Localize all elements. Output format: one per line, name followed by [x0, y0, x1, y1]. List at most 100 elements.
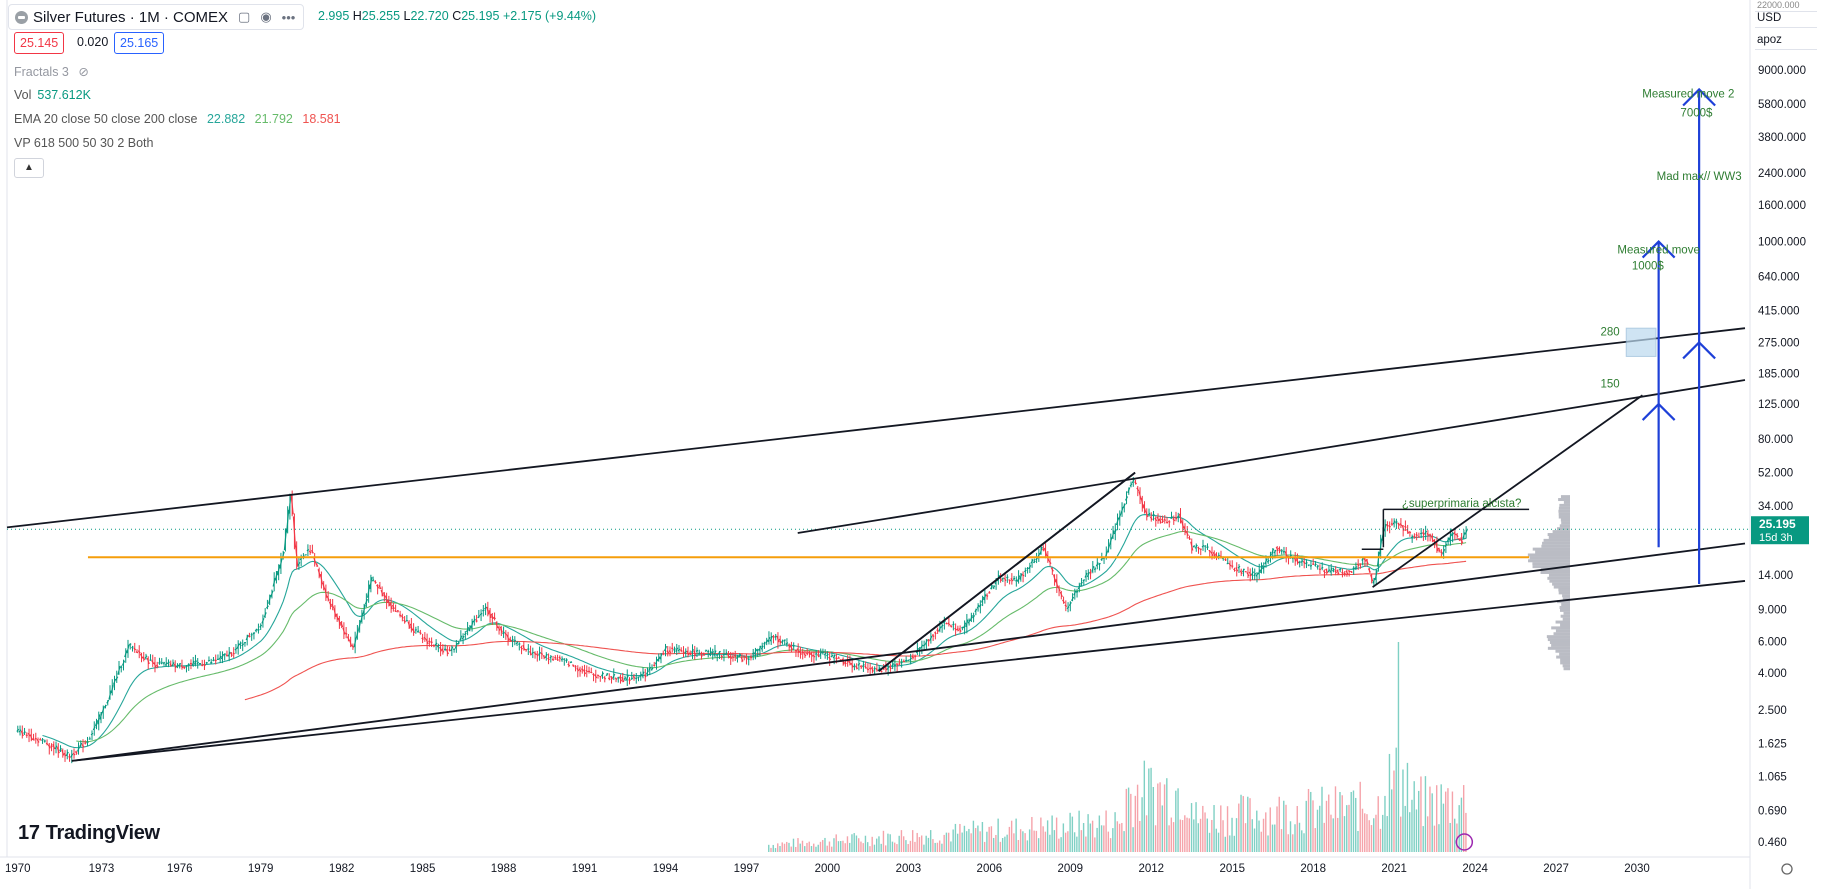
volume-bar: [1285, 804, 1287, 852]
volume-bar: [1235, 818, 1238, 852]
eye-icon[interactable]: ◉: [260, 9, 272, 24]
candle-body: [1271, 548, 1275, 554]
more-icon[interactable]: •••: [281, 9, 296, 25]
y-tick-label: 34.000: [1758, 501, 1793, 513]
volume-profile-bar: [1563, 667, 1570, 671]
candle-body: [508, 638, 512, 642]
candle-body: [1338, 568, 1342, 571]
volume-bar: [792, 838, 795, 852]
candle-body: [978, 604, 982, 608]
eye-off-icon[interactable]: ⊘: [78, 65, 89, 79]
chart-annotation[interactable]: Mad max// WW3: [1657, 171, 1742, 183]
candle-body: [1374, 570, 1378, 581]
ema-legend[interactable]: EMA 20 close 50 close 200 close 22.882 2…: [14, 112, 341, 126]
candle-body: [212, 659, 215, 662]
buy-price-button[interactable]: 25.165: [114, 32, 165, 54]
volume-legend[interactable]: Vol 537.612K: [14, 88, 91, 102]
symbol-title[interactable]: Silver Futures · 1M · COMEX ▢ ◉ •••: [8, 4, 305, 30]
settings-gear-icon[interactable]: [1781, 863, 1793, 875]
chart-annotation[interactable]: 280: [1600, 327, 1619, 339]
candle-body: [643, 674, 647, 678]
candle-body: [371, 579, 375, 582]
candle-body: [704, 649, 708, 652]
candle-body: [185, 665, 188, 668]
chart-annotation[interactable]: 1000$: [1632, 260, 1665, 272]
candle-body: [576, 667, 580, 672]
candle-body: [1077, 584, 1081, 590]
candle-body: [1210, 551, 1214, 557]
volume-bar: [1453, 818, 1456, 852]
candle-body: [463, 632, 467, 636]
candle-body: [39, 738, 42, 741]
y-tick-label: 0.460: [1758, 837, 1787, 849]
y-tick-label: 640.000: [1758, 271, 1800, 283]
chart-annotation[interactable]: Measured move: [1617, 244, 1699, 256]
chart-annotation[interactable]: Measured move 2: [1642, 89, 1734, 101]
volume-bar: [837, 841, 840, 852]
candle-body: [1426, 533, 1430, 536]
chart-annotation[interactable]: ¿superprimaria alcista?: [1402, 498, 1522, 510]
volume-bar: [1377, 796, 1379, 852]
lightning-badge-icon[interactable]: [1455, 833, 1474, 851]
candle-body: [1170, 516, 1173, 519]
trendline[interactable]: [71, 580, 1746, 762]
candle-body: [1386, 524, 1389, 527]
sell-price-button[interactable]: 25.145: [14, 32, 65, 54]
y-tick-label: 415.000: [1758, 305, 1800, 317]
candle-body: [1001, 577, 1005, 580]
volume-bar: [1132, 827, 1134, 852]
volume-profile-bar: [1548, 573, 1570, 577]
candle-body: [470, 620, 474, 629]
volume-profile-bar: [1558, 512, 1570, 516]
arrow-head: [1641, 402, 1676, 421]
candle-body: [679, 649, 683, 652]
volume-bar: [1184, 815, 1186, 852]
volume-bar: [1296, 806, 1298, 852]
candle-body: [592, 673, 595, 676]
volume-bar: [1305, 800, 1307, 852]
volume-bar: [1382, 814, 1384, 852]
volume-bar: [1118, 823, 1121, 852]
volume-bar: [831, 846, 833, 852]
trendline[interactable]: [1372, 394, 1643, 588]
volume-bar: [947, 832, 950, 852]
square-icon[interactable]: ▢: [238, 9, 251, 24]
volume-bar: [1400, 816, 1402, 852]
candle-body: [639, 673, 643, 677]
candle-body: [1233, 568, 1236, 572]
collapse-legend-button[interactable]: ▲: [14, 158, 44, 178]
volume-bar: [1123, 831, 1125, 852]
fractals-legend[interactable]: Fractals 3 ⊘: [14, 64, 89, 79]
volume-bar: [988, 826, 990, 852]
vp-legend[interactable]: VP 618 500 50 30 2 Both: [14, 136, 153, 150]
candle-body: [1010, 578, 1014, 582]
volume-bar: [997, 818, 999, 852]
volume-bar: [938, 840, 941, 852]
volume-bar: [1096, 827, 1098, 852]
trendline[interactable]: [878, 471, 1136, 672]
candle-body: [169, 663, 173, 667]
ema-label: EMA 20 close 50 close 200 close: [14, 112, 198, 126]
trendline[interactable]: [71, 542, 1746, 762]
candle-body: [1248, 571, 1252, 577]
candle-body: [560, 658, 564, 661]
volume-profile-bar: [1563, 611, 1570, 615]
chart-annotation[interactable]: 7000$: [1680, 108, 1713, 120]
volume-label: Vol: [14, 88, 32, 102]
target-280-box[interactable]: [1625, 327, 1657, 357]
volume-bar: [1022, 831, 1024, 852]
currency-select[interactable]: USD: [1755, 10, 1817, 28]
candle-body: [218, 655, 222, 660]
scale-mode-select[interactable]: apoz: [1755, 32, 1817, 50]
candle-body: [1050, 567, 1054, 572]
candle-body: [79, 742, 83, 747]
volume-bar: [1094, 837, 1096, 852]
trendline[interactable]: [797, 379, 1746, 534]
volume-bar: [983, 841, 986, 852]
volume-bar: [1105, 810, 1107, 852]
chart-annotation[interactable]: 150: [1600, 378, 1619, 390]
trendline[interactable]: [6, 327, 1746, 529]
volume-bar: [1287, 834, 1289, 852]
volume-bar: [1440, 784, 1442, 852]
